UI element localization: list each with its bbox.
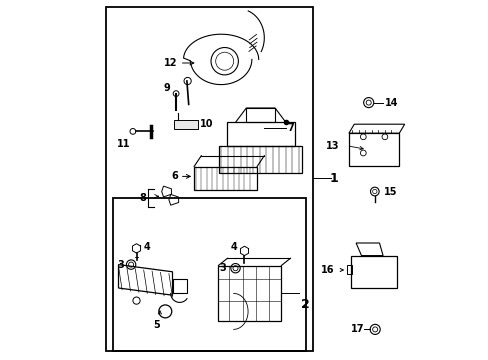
Text: 12: 12 [164,58,178,68]
Text: 2: 2 [301,298,309,311]
Text: 4: 4 [143,242,150,252]
Bar [246,108,275,122]
Bar [226,122,294,146]
Text: 11: 11 [117,139,130,149]
Text: 14: 14 [384,98,398,108]
Text: 16: 16 [320,265,334,275]
Bar [106,7,312,351]
Bar [219,146,302,173]
Bar [218,266,281,321]
Text: 9: 9 [163,83,170,93]
Bar [172,279,186,293]
Text: 7: 7 [287,123,294,133]
Text: 17: 17 [350,324,364,334]
Bar [174,120,197,129]
Text: 3: 3 [219,263,226,273]
Text: 4: 4 [230,242,237,252]
Text: 10: 10 [199,119,213,129]
Bar [194,166,257,190]
Text: 3: 3 [117,260,123,270]
Text: 8: 8 [140,193,146,203]
Bar [346,265,352,274]
Text: 6: 6 [171,171,178,181]
Text: 1: 1 [328,172,337,185]
Text: 13: 13 [325,141,339,151]
Text: 5: 5 [153,320,160,330]
Bar [350,256,397,288]
Text: 15: 15 [383,186,397,197]
Bar [113,198,305,351]
Bar [348,133,399,166]
